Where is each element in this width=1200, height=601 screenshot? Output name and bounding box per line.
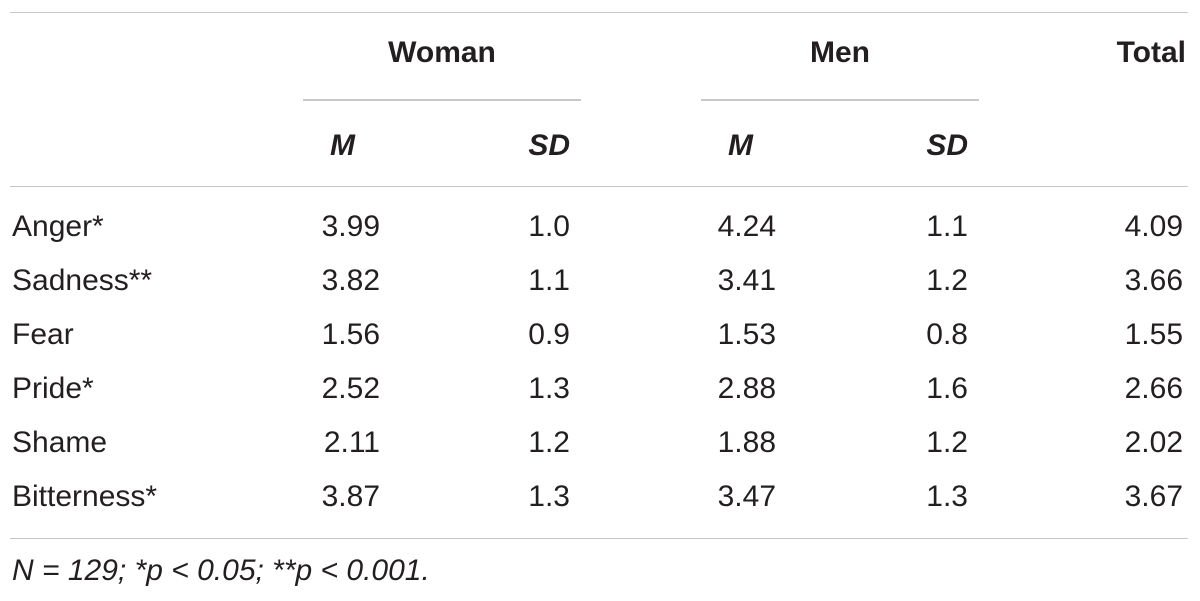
woman-m-cell: 2.11 (323, 426, 380, 459)
woman-m-cell: 1.56 (321, 318, 380, 351)
subheader-men-sd: SD (926, 129, 968, 162)
total-cell: 4.09 (1124, 210, 1183, 243)
woman-m-cell: 2.52 (321, 372, 380, 405)
men-m-cell: 3.41 (717, 264, 776, 297)
men-sd-cell: 1.3 (926, 480, 968, 513)
men-sd-cell: 1.6 (926, 372, 968, 405)
row-label: Fear (12, 318, 74, 351)
total-cell: 1.55 (1124, 318, 1183, 351)
woman-sd-cell: 1.2 (528, 426, 570, 459)
subheader-men-m: M (728, 129, 753, 162)
table-top-rule (10, 12, 1188, 13)
men-m-cell: 1.88 (717, 426, 776, 459)
woman-m-cell: 3.99 (321, 210, 380, 243)
woman-m-cell: 3.87 (321, 480, 380, 513)
men-group-rule (701, 99, 979, 101)
header-men: Men (810, 36, 870, 69)
header-total: Total (1116, 36, 1186, 69)
men-sd-cell: 1.1 (926, 210, 968, 243)
row-label: Sadness** (12, 264, 153, 297)
row-label: Bitterness* (12, 480, 158, 513)
woman-sd-cell: 1.3 (528, 372, 570, 405)
subheader-woman-m: M (330, 129, 355, 162)
row-label: Shame (12, 426, 108, 459)
men-m-cell: 4.24 (717, 210, 776, 243)
row-label: Pride* (12, 372, 94, 405)
woman-m-cell: 3.82 (321, 264, 380, 297)
total-cell: 2.02 (1124, 426, 1183, 459)
men-sd-cell: 1.2 (926, 264, 968, 297)
total-cell: 2.66 (1124, 372, 1183, 405)
men-sd-cell: 1.2 (926, 426, 968, 459)
row-label: Anger* (12, 210, 104, 243)
woman-sd-cell: 1.1 (528, 264, 570, 297)
woman-sd-cell: 1.3 (528, 480, 570, 513)
header-woman: Woman (388, 36, 496, 69)
woman-group-rule (303, 99, 581, 101)
men-m-cell: 3.47 (717, 480, 776, 513)
total-cell: 3.67 (1124, 480, 1183, 513)
table-bottom-rule (10, 538, 1188, 539)
header-bottom-rule (10, 186, 1188, 187)
men-m-cell: 1.53 (717, 318, 776, 351)
woman-sd-cell: 1.0 (528, 210, 570, 243)
table-footnote: N = 129; *p < 0.05; **p < 0.001. (12, 554, 430, 587)
total-cell: 3.66 (1124, 264, 1183, 297)
subheader-woman-sd: SD (528, 129, 570, 162)
men-sd-cell: 0.8 (926, 318, 968, 351)
men-m-cell: 2.88 (717, 372, 776, 405)
woman-sd-cell: 0.9 (528, 318, 570, 351)
